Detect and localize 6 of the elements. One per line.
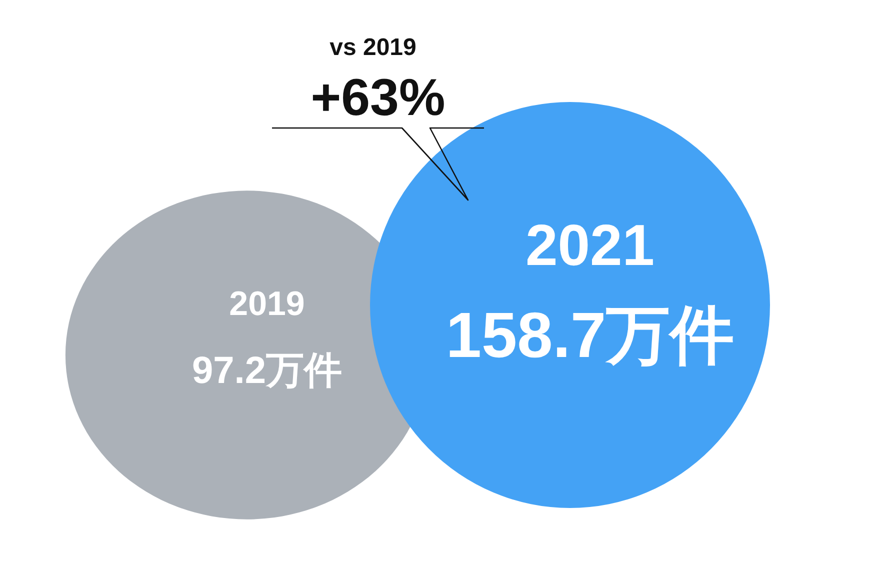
data-label: 97.2万件 — [192, 350, 342, 392]
data-label: 158.7万件 — [446, 299, 734, 371]
category-label: 2019 — [229, 285, 305, 323]
text: +63% — [310, 68, 446, 128]
category-label: 2021 — [525, 213, 655, 278]
text: vs 2019 — [328, 34, 418, 62]
